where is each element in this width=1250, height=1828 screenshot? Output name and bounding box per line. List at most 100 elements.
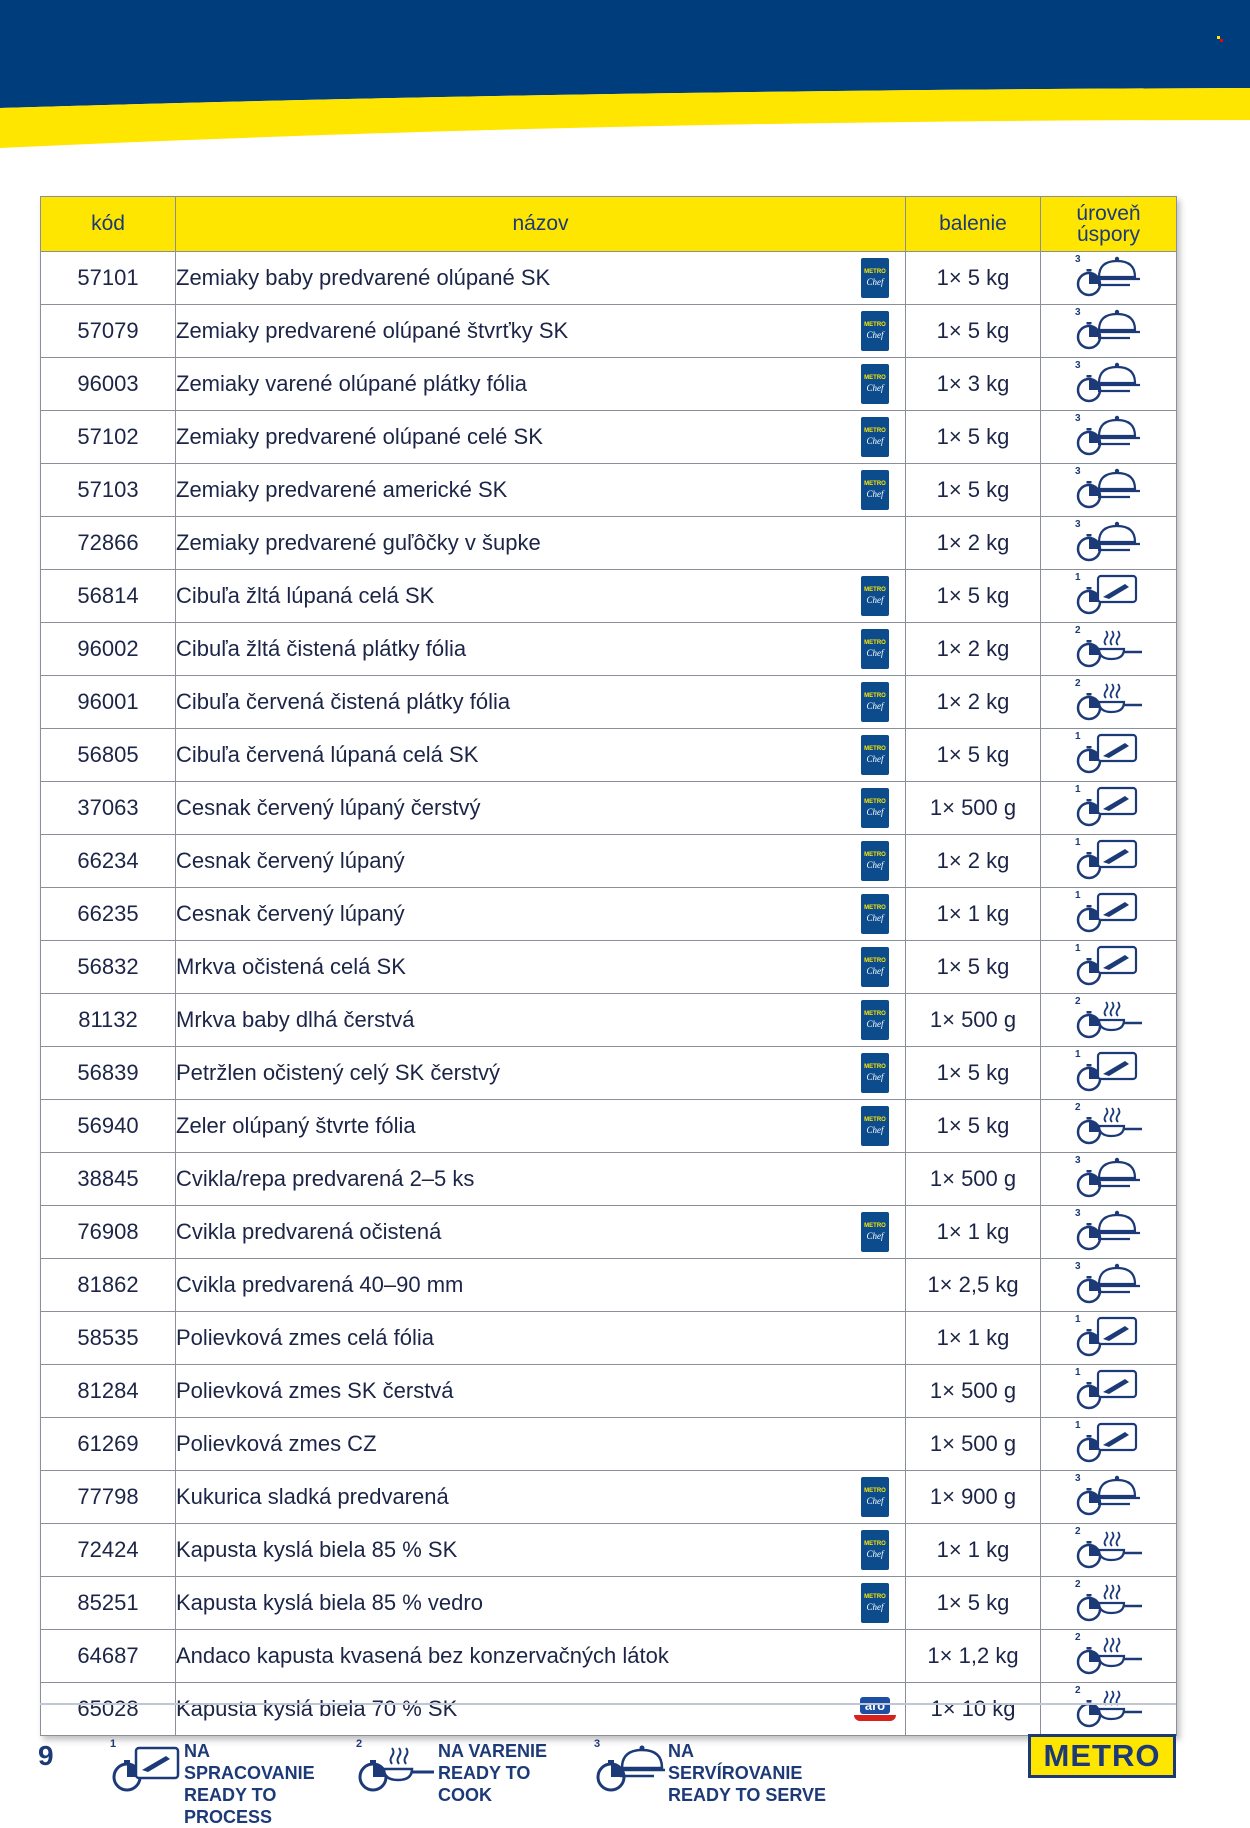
product-name: Polievková zmes SK čerstvá — [176, 1378, 454, 1403]
legend-text-serve: NA SERVÍROVANIE READY TO SERVE — [668, 1740, 832, 1806]
table-row: 81862 Cvikla predvarená 40–90 mm 1× 2,5 kg… — [40, 1258, 1177, 1312]
logo-text: METRO — [864, 1222, 886, 1229]
legend-item-serve: 3 NA SERVÍROVANIE READY TO SERVE — [592, 1736, 832, 1805]
product-code: 96002 — [40, 622, 176, 676]
logo-text: Chef — [866, 276, 884, 287]
product-name: Kapusta kyslá biela 85 % vedro — [176, 1590, 483, 1615]
product-name: Mrkva očistená celá SK — [176, 954, 406, 979]
table-header-row: kód názov balenie úroveň úspory — [40, 196, 1177, 252]
logo-text: Chef — [866, 488, 884, 499]
logo-text: Chef — [866, 1548, 884, 1559]
logo-text: Chef — [866, 753, 884, 764]
product-name: Kapusta kyslá biela 85 % SK — [176, 1537, 458, 1562]
cooking-pan-icon: 2 — [1040, 675, 1177, 729]
product-name-cell: Cvikla predvarená očistená METRO Chef — [175, 1205, 906, 1259]
product-code: 66234 — [40, 834, 176, 888]
metro-chef-logo: METRO Chef — [845, 1583, 905, 1623]
table-row: 96001 Cibuľa červená čistená plátky fólia… — [40, 675, 1177, 729]
metro-chef-logo: METRO Chef — [845, 576, 905, 616]
product-name: Cesnak červený lúpaný — [176, 901, 405, 926]
product-name-cell: Cvikla/repa predvarená 2–5 ks — [175, 1152, 906, 1206]
product-name: Zemiaky predvarené guľôčky v šupke — [176, 530, 541, 555]
metro-chef-logo: METRO Chef — [845, 1477, 905, 1517]
legend-line2: READY TO PROCESS — [184, 1785, 277, 1827]
logo-text: Chef — [866, 965, 884, 976]
package-size: 1× 1,2 kg — [905, 1629, 1041, 1683]
product-name-cell: Mrkva očistená celá SK METRO Chef — [175, 940, 906, 994]
metro-chef-logo: METRO Chef — [845, 364, 905, 404]
column-header-code: kód — [40, 196, 176, 252]
product-code: 81284 — [40, 1364, 176, 1418]
product-code: 81132 — [40, 993, 176, 1047]
logo-text: Chef — [866, 859, 884, 870]
product-name: Kapusta kyslá biela 70 % SK — [176, 1696, 458, 1721]
product-code: 77798 — [40, 1470, 176, 1524]
header-dot — [1217, 36, 1223, 42]
product-code: 96003 — [40, 357, 176, 411]
product-code: 37063 — [40, 781, 176, 835]
product-name-cell: Petržlen očistený celý SK čerstvý METRO Ch… — [175, 1046, 906, 1100]
product-name-cell: Kapusta kyslá biela 85 % SK METRO Chef — [175, 1523, 906, 1577]
table-row: 57079 Zemiaky predvarené olúpané štvrťky … — [40, 304, 1177, 358]
product-code: 57101 — [40, 251, 176, 305]
cloche-icon: 3 — [1040, 304, 1177, 358]
table-row: 64687 Andaco kapusta kvasená bez konzerva… — [40, 1629, 1177, 1683]
metro-chef-logo: METRO Chef — [845, 629, 905, 669]
logo-text: METRO — [864, 427, 886, 434]
product-name-cell: Zemiaky predvarené americké SK METRO Chef — [175, 463, 906, 517]
package-size: 1× 5 kg — [905, 1099, 1041, 1153]
table-row: 56814 Cibuľa žltá lúpaná celá SK METRO Chef… — [40, 569, 1177, 623]
package-size: 1× 1 kg — [905, 1205, 1041, 1259]
cooking-pan-icon: 2 — [1040, 1629, 1177, 1683]
product-name-cell: Polievková zmes SK čerstvá — [175, 1364, 906, 1418]
product-code: 72866 — [40, 516, 176, 570]
product-code: 81862 — [40, 1258, 176, 1312]
table-row: 96003 Zemiaky varené olúpané plátky fólia… — [40, 357, 1177, 411]
logo-text: METRO — [864, 692, 886, 699]
package-size: 1× 5 kg — [905, 1046, 1041, 1100]
metro-chef-logo: METRO Chef — [845, 470, 905, 510]
package-size: 1× 500 g — [905, 1364, 1041, 1418]
package-size: 1× 5 kg — [905, 304, 1041, 358]
package-size: 1× 5 kg — [905, 463, 1041, 517]
logo-text: Chef — [866, 1495, 884, 1506]
cloche-icon: 3 — [1040, 1470, 1177, 1524]
metro-chef-logo: METRO Chef — [845, 735, 905, 775]
knife-board-icon: 1 — [110, 1738, 180, 1792]
package-size: 1× 5 kg — [905, 251, 1041, 305]
product-name-cell: Cibuľa žltá lúpaná celá SK METRO Chef — [175, 569, 906, 623]
legend-item-process: 1 NA SPRACOVANIE READY TO PROCESS — [108, 1736, 338, 1827]
product-code: 76908 — [40, 1205, 176, 1259]
svg-text:2: 2 — [1075, 1526, 1081, 1537]
product-name: Andaco kapusta kvasená bez konzervačných… — [176, 1643, 669, 1668]
aro-logo: aro — [845, 1694, 905, 1724]
column-header-pack: balenie — [905, 196, 1041, 252]
package-size: 1× 1 kg — [905, 887, 1041, 941]
logo-text: Chef — [866, 647, 884, 658]
product-name: Zemiaky predvarené olúpané štvrťky SK — [176, 318, 569, 343]
product-name: Zemiaky predvarené americké SK — [176, 477, 508, 502]
metro-chef-logo: METRO Chef — [845, 947, 905, 987]
svg-text:3: 3 — [1075, 1473, 1081, 1484]
svg-text:1: 1 — [1075, 890, 1081, 901]
table-row: 56839 Petržlen očistený celý SK čerstvý ME… — [40, 1046, 1177, 1100]
logo-text: aro — [859, 1697, 891, 1714]
svg-text:1: 1 — [1075, 1367, 1081, 1378]
product-name-cell: Zeler olúpaný štvrte fólia METRO Chef — [175, 1099, 906, 1153]
package-size: 1× 5 kg — [905, 940, 1041, 994]
logo-text: METRO — [864, 1063, 886, 1070]
metro-chef-logo: METRO Chef — [845, 311, 905, 351]
product-name: Kukurica sladká predvarená — [176, 1484, 449, 1509]
metro-chef-logo: METRO Chef — [845, 1053, 905, 1093]
product-name: Polievková zmes CZ — [176, 1431, 377, 1456]
knife-board-icon: 1 — [1040, 940, 1177, 994]
package-size: 1× 2 kg — [905, 516, 1041, 570]
product-name-cell: Kapusta kyslá biela 70 % SK aro — [175, 1682, 906, 1736]
cooking-pan-icon: 2 — [1040, 993, 1177, 1047]
package-size: 1× 2 kg — [905, 834, 1041, 888]
svg-text:2: 2 — [1075, 1685, 1081, 1696]
svg-text:1: 1 — [1075, 1314, 1081, 1325]
legend-line2: READY TO SERVE — [668, 1785, 827, 1805]
cloche-icon: 3 — [1040, 1152, 1177, 1206]
product-name: Zemiaky predvarené olúpané celé SK — [176, 424, 543, 449]
